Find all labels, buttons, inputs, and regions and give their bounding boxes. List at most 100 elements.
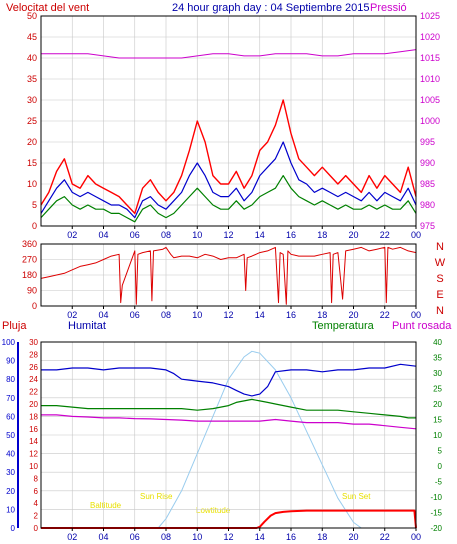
temperature-y-tick-label: 25	[433, 385, 442, 394]
rain-y-tick-label: 4	[34, 499, 39, 508]
rain-y-tick-label: 16	[29, 425, 38, 434]
rain-y-tick-label: 8	[34, 474, 39, 483]
humidity-y-tick-label: 40	[6, 450, 15, 459]
wind-y-tick-label: 10	[27, 179, 37, 189]
temp-x-tick-label: 10	[192, 532, 202, 542]
direction-x-tick-label: 00	[411, 310, 421, 320]
temp-x-tick-label: 02	[67, 532, 77, 542]
pressure-line	[41, 49, 417, 59]
pressure-label: Pressió	[370, 2, 407, 14]
pressure-y-tick-label: 1025	[420, 11, 440, 21]
direction-y-tick-label: 0	[32, 301, 37, 311]
direction-x-tick-label: 16	[286, 310, 296, 320]
temp-x-tick-label: 16	[286, 532, 296, 542]
humidity-y-tick-label: 90	[6, 357, 15, 366]
rain-y-tick-label: 14	[29, 437, 38, 446]
wind-y-tick-label: 20	[27, 137, 37, 147]
temperature-y-tick-label: 30	[433, 369, 442, 378]
dewpoint-line	[41, 414, 417, 430]
temperature-y-tick-label: 20	[433, 400, 442, 409]
wind-x-tick-label: 22	[380, 230, 390, 240]
wind-x-tick-label: 14	[255, 230, 265, 240]
humidity-y-tick-label: 0	[11, 524, 16, 533]
temperature-y-tick-label: -10	[430, 493, 442, 502]
temp-x-tick-label: 20	[348, 532, 358, 542]
direction-x-tick-label: 20	[348, 310, 358, 320]
wind-y-tick-label: 40	[27, 53, 37, 63]
wind-y-tick-label: 5	[32, 200, 37, 210]
direction-x-tick-label: 10	[192, 310, 202, 320]
pressure-y-tick-label: 980	[420, 200, 435, 210]
rain-y-tick-label: 30	[29, 338, 38, 347]
wind-y-tick-label: 50	[27, 11, 37, 21]
temperature-y-tick-label: -5	[435, 478, 443, 487]
direction-y-tick-label: 180	[22, 270, 37, 280]
compass-label: E	[436, 289, 443, 301]
rain-y-tick-label: 22	[29, 388, 38, 397]
humidity-y-tick-label: 80	[6, 375, 15, 384]
temperature-y-tick-label: 0	[438, 462, 443, 471]
sunrise-annotation: Sun Rise	[140, 492, 173, 501]
wind-x-tick-label: 18	[317, 230, 327, 240]
wind-x-tick-label: 02	[67, 230, 77, 240]
rain-label: Pluja	[2, 320, 27, 332]
wind-y-tick-label: 25	[27, 116, 37, 126]
temp-x-tick-label: 14	[255, 532, 265, 542]
rain-y-tick-label: 28	[29, 350, 38, 359]
compass-label: N	[436, 305, 444, 317]
pressure-y-tick-label: 985	[420, 179, 435, 189]
pressure-y-tick-label: 1010	[420, 74, 440, 84]
pressure-y-tick-label: 1005	[420, 95, 440, 105]
direction-x-tick-label: 22	[380, 310, 390, 320]
temp-x-tick-label: 04	[98, 532, 108, 542]
temp-x-tick-label: 06	[130, 532, 140, 542]
humidity-y-tick-label: 30	[6, 468, 15, 477]
altitude-left-annotation: Baltitude	[90, 501, 122, 510]
rain-y-tick-label: 6	[34, 487, 39, 496]
direction-x-tick-label: 08	[161, 310, 171, 320]
rain-line	[41, 509, 417, 529]
wind-direction-line	[40, 246, 417, 305]
wind-y-tick-label: 30	[27, 95, 37, 105]
wind-average-line	[40, 141, 417, 219]
wind-low-line	[40, 175, 417, 223]
wind-y-tick-label: 15	[27, 158, 37, 168]
rain-y-tick-label: 20	[29, 400, 38, 409]
altitude-mid-annotation: Lowtitude	[196, 506, 231, 515]
rain-y-tick-label: 26	[29, 363, 38, 372]
temperature-y-tick-label: 15	[433, 416, 442, 425]
direction-x-tick-label: 06	[130, 310, 140, 320]
rain-y-tick-label: 0	[34, 524, 39, 533]
wind-gust-line	[40, 99, 417, 215]
rain-y-tick-label: 12	[29, 450, 38, 459]
temperature-y-tick-label: -20	[430, 524, 442, 533]
pressure-y-tick-label: 975	[420, 221, 435, 231]
humidity-y-tick-label: 50	[6, 431, 15, 440]
humidity-y-tick-label: 100	[2, 338, 16, 347]
dewpoint-label: Punt rosada	[392, 320, 452, 332]
wind-panel-frame	[40, 15, 417, 227]
wind-x-tick-label: 04	[98, 230, 108, 240]
humidity-y-tick-label: 60	[6, 412, 15, 421]
wind-y-tick-label: 0	[32, 221, 37, 231]
wind-x-tick-label: 16	[286, 230, 296, 240]
direction-panel-frame	[40, 243, 417, 307]
temp-x-tick-label: 18	[317, 532, 327, 542]
pressure-y-tick-label: 1000	[420, 116, 440, 126]
wind-x-tick-label: 08	[161, 230, 171, 240]
temperature-label: Temperatura	[312, 320, 375, 332]
direction-x-tick-label: 18	[317, 310, 327, 320]
wind-x-tick-label: 10	[192, 230, 202, 240]
compass-label: S	[436, 273, 443, 285]
wind-x-tick-label: 06	[130, 230, 140, 240]
pressure-y-tick-label: 1015	[420, 53, 440, 63]
direction-y-tick-label: 360	[22, 239, 37, 249]
temperature-y-tick-label: 40	[433, 338, 442, 347]
chart-title: 24 hour graph day : 04 Septiembre 2015	[172, 2, 370, 14]
rain-y-tick-label: 2	[34, 512, 39, 521]
wind-x-tick-label: 00	[411, 230, 421, 240]
wind-y-tick-label: 35	[27, 74, 37, 84]
humidity-label: Humitat	[68, 320, 106, 332]
temp-panel-frame	[40, 341, 417, 529]
